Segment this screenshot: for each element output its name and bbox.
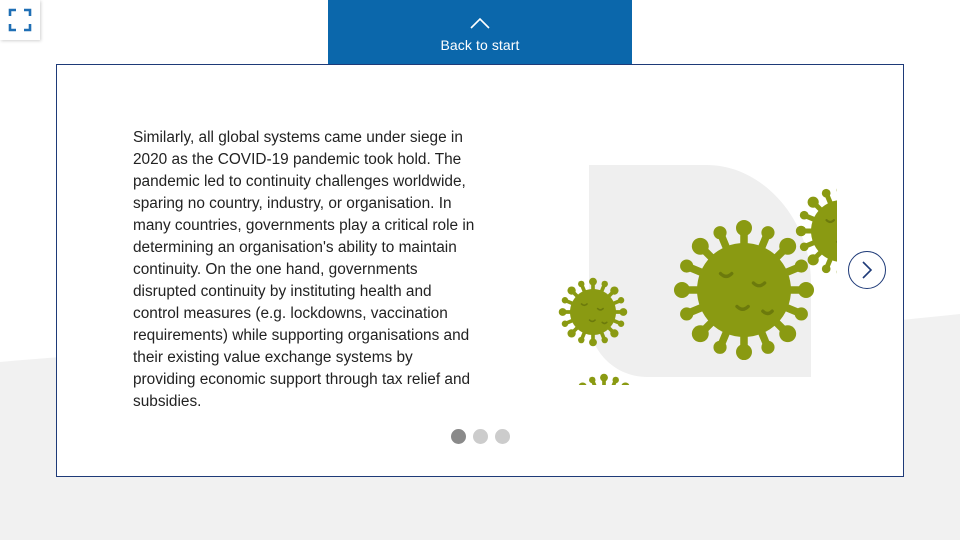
pagination-dot-3[interactable] — [495, 429, 510, 444]
fullscreen-icon — [8, 8, 32, 32]
slide-card: Similarly, all global systems came under… — [56, 64, 904, 477]
back-to-start-label: Back to start — [440, 37, 520, 53]
pagination-dots — [451, 429, 510, 445]
virus-illustration — [497, 165, 837, 385]
back-to-start-button[interactable]: Back to start — [328, 0, 632, 64]
fullscreen-button[interactable] — [0, 0, 40, 40]
chevron-up-icon — [470, 17, 490, 29]
chevron-right-icon — [862, 261, 873, 279]
pagination-dot-2[interactable] — [473, 429, 488, 444]
slide-body-text: Similarly, all global systems came under… — [133, 129, 475, 410]
pagination-dot-1[interactable] — [451, 429, 466, 444]
next-slide-button[interactable] — [848, 251, 886, 289]
